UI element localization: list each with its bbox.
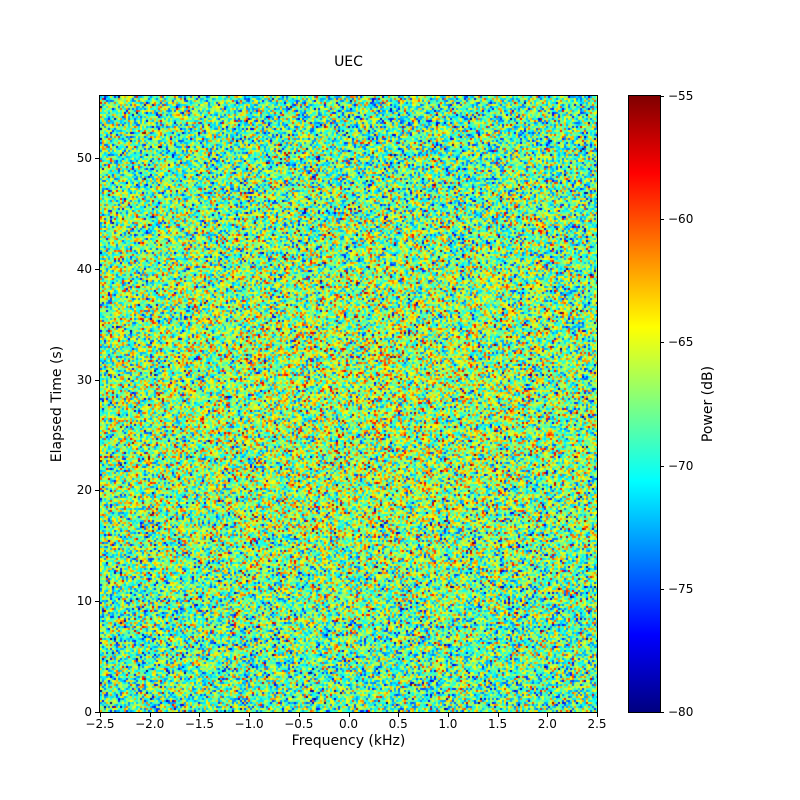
x-tick-label: −2.0 <box>135 717 165 731</box>
y-tick-label: 40 <box>76 261 92 276</box>
colorbar-tick-mark <box>660 342 664 344</box>
y-tick-mark <box>95 268 99 270</box>
x-tick-label: −0.5 <box>284 717 314 731</box>
x-tick-mark <box>100 713 101 717</box>
colorbar-tick-mark <box>660 96 664 97</box>
y-tick-label: 30 <box>76 372 92 387</box>
spectrogram-image <box>100 96 597 712</box>
x-tick-label: 0.5 <box>388 717 408 731</box>
plot-area <box>99 95 598 713</box>
x-tick-mark <box>547 713 549 717</box>
colorbar-tick-label: −70 <box>668 458 694 473</box>
x-tick-mark <box>597 713 598 717</box>
x-tick-label: −2.5 <box>85 717 115 731</box>
x-tick-label: 1.5 <box>488 717 508 731</box>
x-tick-label: 2.5 <box>587 717 607 731</box>
x-tick-mark <box>149 713 151 717</box>
x-tick-label: 0.0 <box>338 717 359 731</box>
y-tick-mark <box>95 158 99 160</box>
y-tick-mark <box>95 601 99 603</box>
y-tick-label: 50 <box>76 151 92 166</box>
x-tick-label: 1.0 <box>438 717 458 731</box>
title-line-app: UEC <box>334 54 363 70</box>
x-tick-mark <box>199 713 201 717</box>
colorbar <box>628 95 661 713</box>
colorbar-tick-mark <box>660 219 664 221</box>
colorbar-tick-label: −55 <box>668 89 694 103</box>
colorbar-tick-mark <box>660 712 664 713</box>
x-tick-mark <box>497 713 499 717</box>
y-tick-label: 10 <box>76 594 92 609</box>
x-tick-mark <box>348 713 350 717</box>
y-tick-label: 0 <box>84 705 92 719</box>
y-axis-label: Elapsed Time (s) <box>49 345 65 463</box>
x-tick-mark <box>398 713 400 717</box>
y-tick-label: 20 <box>76 483 92 498</box>
x-tick-mark <box>447 713 449 717</box>
colorbar-tick-label: −65 <box>668 335 694 350</box>
x-tick-label: 2.0 <box>537 717 557 731</box>
x-tick-mark <box>298 713 300 717</box>
y-tick-mark <box>95 490 99 492</box>
y-tick-mark <box>95 379 99 381</box>
colorbar-tick-label: −80 <box>668 705 694 719</box>
x-tick-label: −1.0 <box>234 717 264 731</box>
colorbar-label: Power (dB) <box>700 365 716 443</box>
y-tick-mark <box>95 712 99 713</box>
colorbar-tick-mark <box>660 588 664 590</box>
colorbar-tick-mark <box>660 465 664 467</box>
colorbar-tick-label: −75 <box>668 581 694 596</box>
x-axis-label: Frequency (kHz) <box>291 733 406 749</box>
x-tick-mark <box>249 713 251 717</box>
x-tick-label: −1.5 <box>184 717 214 731</box>
colorbar-tick-label: −60 <box>668 212 694 227</box>
